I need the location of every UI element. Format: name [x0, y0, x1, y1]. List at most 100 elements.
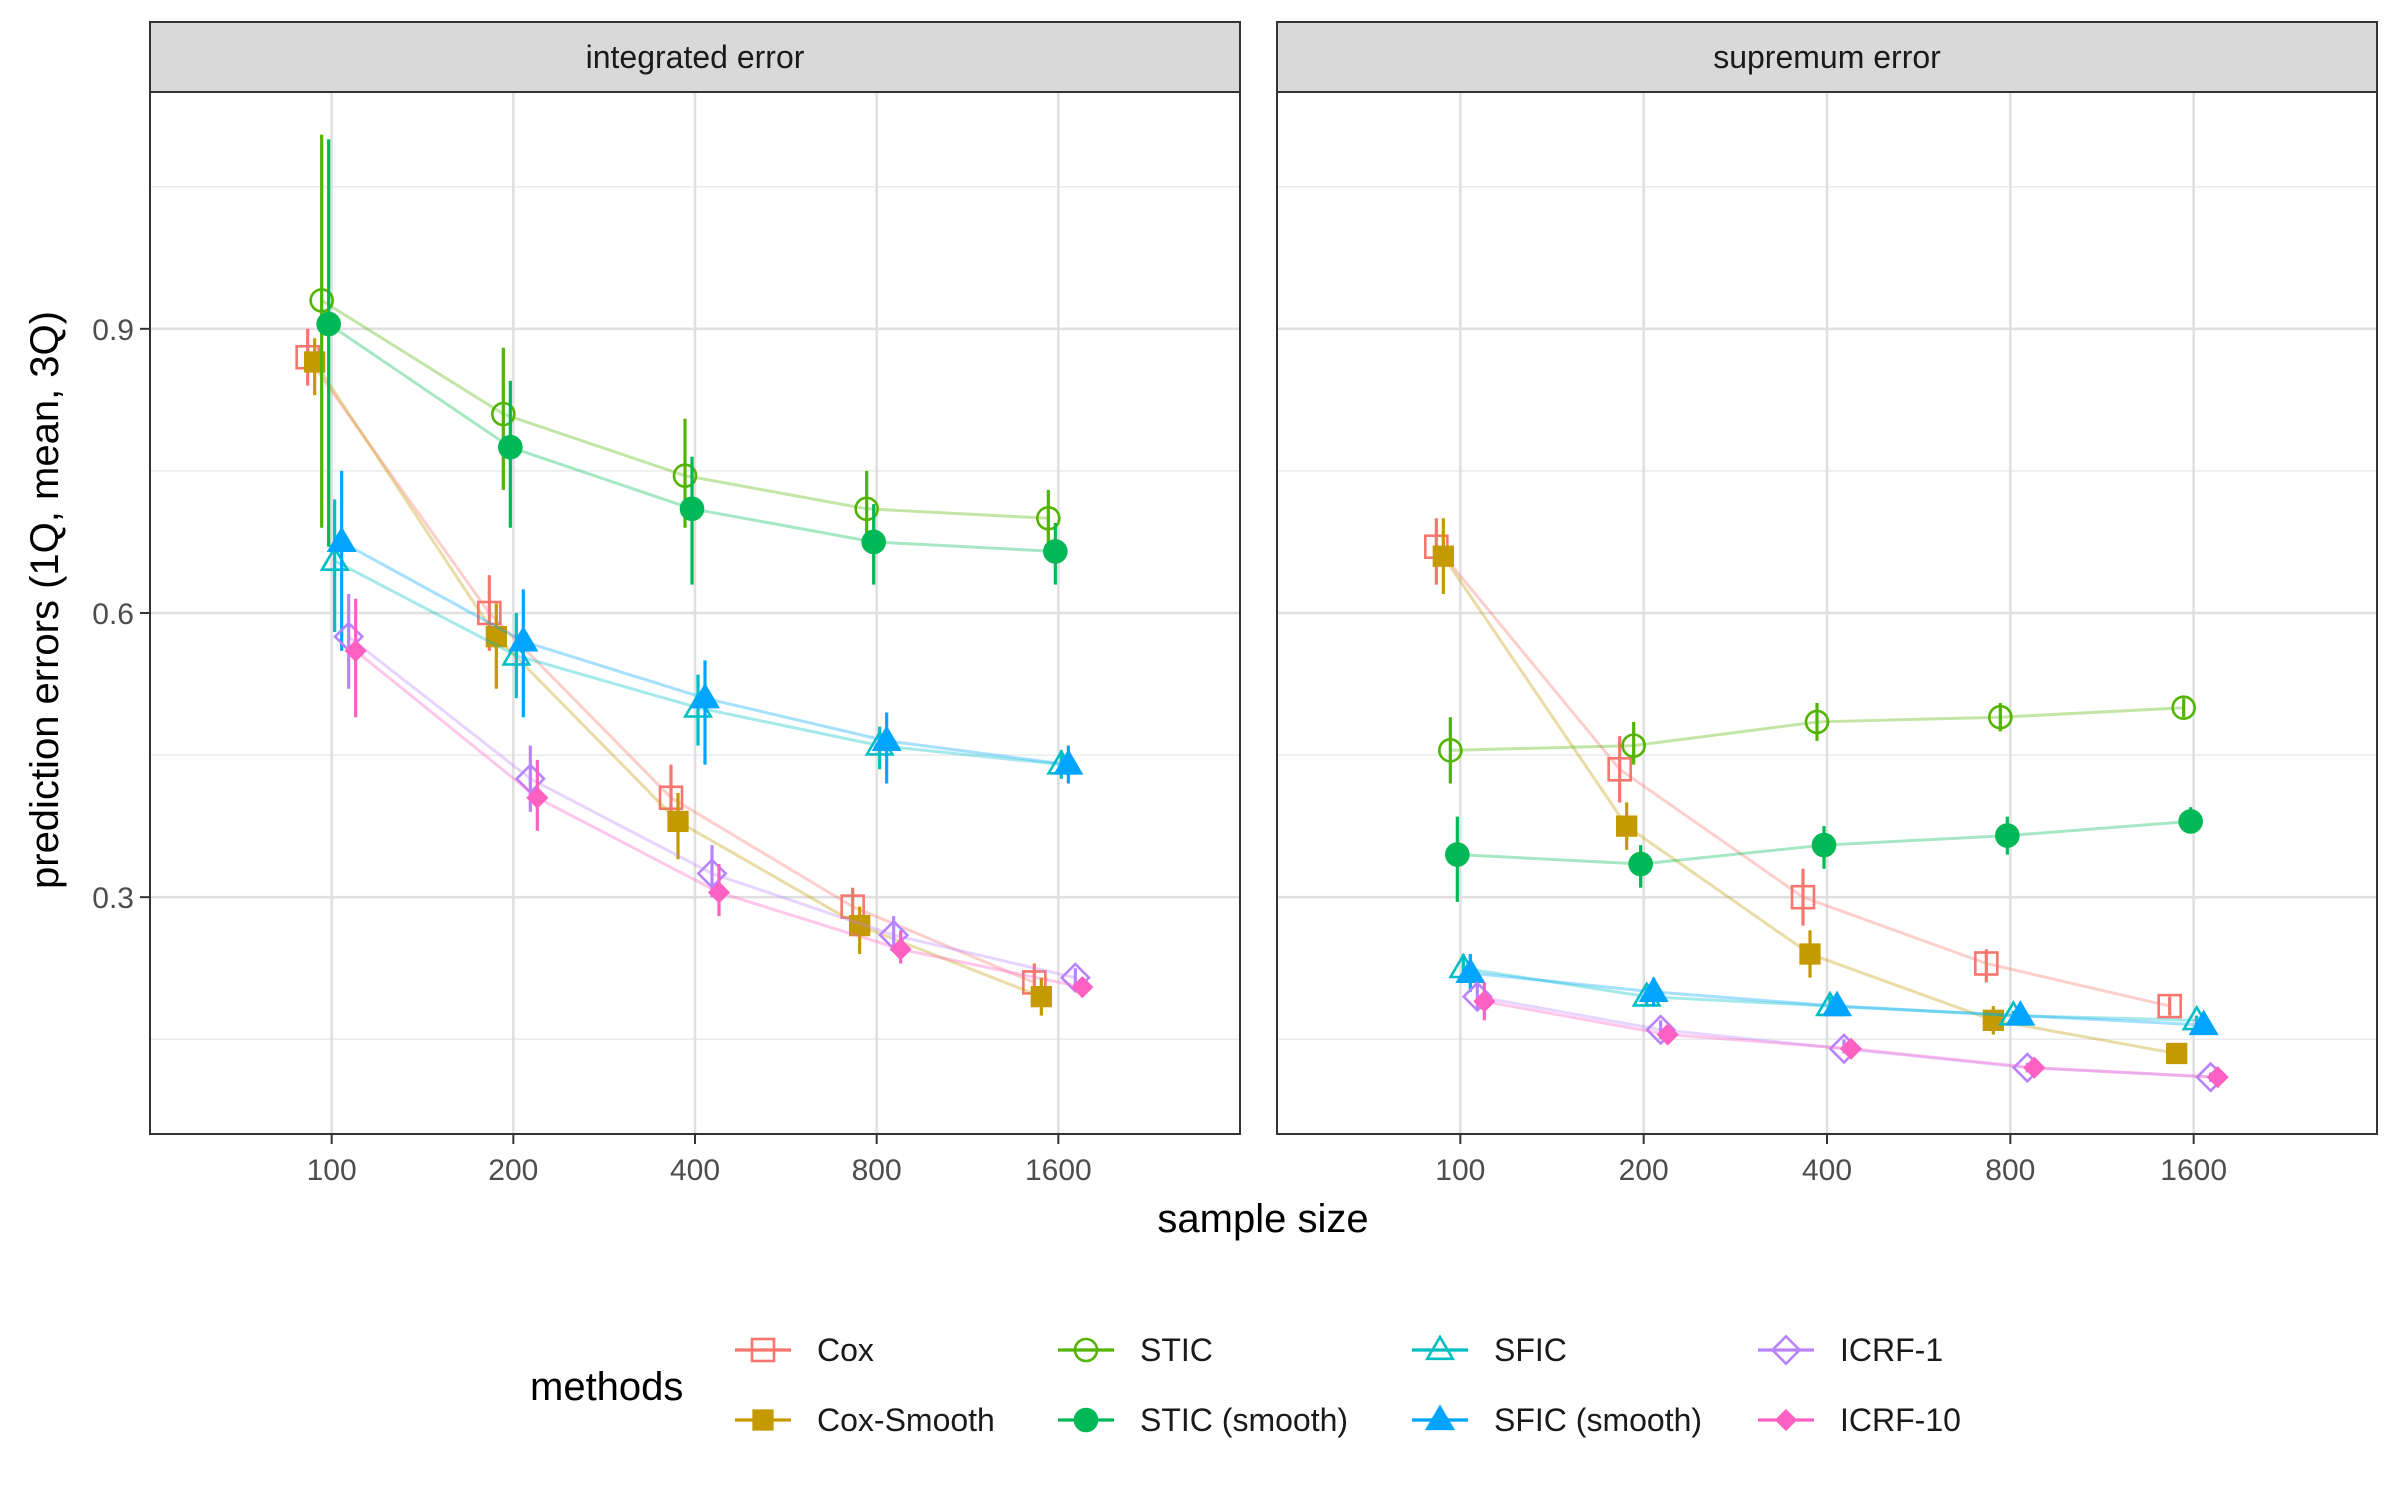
panel-strip — [1276, 21, 2378, 93]
legend-key-marker — [750, 1337, 776, 1363]
data-point — [1638, 976, 1669, 1002]
legend-item-stic: STIC — [1058, 1332, 1213, 1368]
legend-item-icrf-10: ICRF-10 — [1758, 1402, 1961, 1438]
y-tick-label: 0.6 — [92, 598, 134, 631]
data-point — [849, 914, 871, 937]
data-point — [1438, 738, 1463, 763]
data-point — [1473, 990, 1496, 1013]
data-point — [1461, 981, 1493, 1013]
data-point — [526, 786, 549, 809]
data-point — [1036, 505, 1061, 531]
legend-item-label: Cox-Smooth — [817, 1402, 995, 1438]
series-cox-smooth — [304, 338, 1052, 1016]
legend-key-marker — [752, 1409, 774, 1431]
x-tick-label: 400 — [670, 1154, 720, 1187]
data-point — [1628, 851, 1653, 877]
panel-2: supremum error 100 200 400 800 1600 — [1276, 21, 2378, 1187]
data-point — [1053, 749, 1084, 775]
data-point — [871, 725, 902, 751]
x-tick-label: 400 — [1802, 1154, 1852, 1187]
legend-title: methods — [530, 1365, 683, 1409]
legend-item-stic-smooth-: STIC (smooth) — [1058, 1402, 1348, 1438]
data-point — [679, 496, 705, 522]
legend-item-icrf-1: ICRF-1 — [1758, 1332, 1943, 1368]
data-point — [304, 351, 326, 373]
data-point — [2206, 1066, 2229, 1089]
data-point — [1455, 957, 1486, 984]
data-point — [1616, 815, 1638, 837]
data-point — [1839, 1037, 1863, 1060]
legend-item-label: STIC (smooth) — [1140, 1402, 1348, 1438]
y-axis-label: prediction errors (1Q, mean, 3Q) — [23, 311, 67, 889]
legend-key-marker — [1770, 1334, 1802, 1366]
data-point — [344, 639, 367, 662]
x-tick-label: 200 — [1619, 1154, 1669, 1187]
data-point — [1059, 962, 1091, 994]
panel-1: integrated error 100 200 400 800 1600 0.3 0.6 0.… — [92, 21, 1241, 1187]
data-point — [2166, 1042, 2188, 1065]
data-point — [696, 858, 728, 889]
data-point — [667, 810, 689, 833]
data-point — [485, 626, 507, 648]
data-point — [658, 785, 684, 811]
panel-title: integrated error — [586, 39, 805, 75]
legend-item-label: ICRF-10 — [1840, 1402, 1961, 1438]
data-point — [477, 600, 502, 626]
data-point — [689, 682, 721, 709]
data-point — [1811, 832, 1837, 858]
series-cox-smooth — [1432, 518, 2188, 1065]
data-point — [508, 625, 539, 652]
legend-key-marker — [1424, 1404, 1456, 1431]
data-point — [861, 529, 886, 555]
series-sfic-smooth- — [326, 470, 1084, 784]
data-point — [854, 496, 879, 522]
data-point — [2005, 1000, 2036, 1026]
data-point — [1799, 943, 1821, 965]
series-stic — [1438, 695, 2196, 784]
data-point — [316, 311, 341, 337]
data-point — [1043, 539, 1068, 564]
data-point — [1645, 1014, 1677, 1046]
data-point — [1432, 545, 1454, 567]
data-point — [1974, 951, 1999, 976]
series-stic-smooth- — [316, 139, 1068, 585]
data-point — [514, 763, 546, 795]
panel-title: supremum error — [1713, 39, 1941, 75]
legend-key-marker — [1424, 1334, 1456, 1361]
data-point — [707, 881, 731, 904]
legend-item-label: SFIC (smooth) — [1494, 1402, 1702, 1438]
data-point — [2023, 1056, 2046, 1079]
series-cox — [1424, 518, 2182, 1019]
data-point — [1607, 756, 1632, 782]
x-tick-label: 100 — [1435, 1154, 1485, 1187]
x-tick-label: 800 — [1985, 1154, 2035, 1187]
series-icrf-10 — [1473, 982, 2229, 1089]
legend-item-sfic: SFIC — [1412, 1332, 1567, 1368]
legend-item-label: Cox — [817, 1332, 874, 1368]
data-point — [1445, 842, 1470, 867]
data-point — [1804, 709, 1830, 735]
y-tick-label: 0.9 — [92, 314, 134, 347]
x-tick-label: 800 — [852, 1154, 902, 1187]
legend-key-marker — [1774, 1408, 1798, 1432]
legend-item-cox: Cox — [735, 1332, 874, 1368]
data-point — [2188, 1009, 2219, 1036]
data-point — [1621, 733, 1646, 758]
x-axis-label: sample size — [1157, 1197, 1368, 1241]
data-point — [1988, 704, 2013, 730]
x-tick-label: 100 — [307, 1154, 357, 1187]
x-tick-label: 200 — [488, 1154, 538, 1187]
x-tick-label: 1600 — [2160, 1154, 2227, 1187]
data-point — [1995, 823, 2020, 848]
x-tick-label: 1600 — [1025, 1154, 1092, 1187]
legend-key-marker — [1073, 1337, 1099, 1363]
series-sfic-smooth- — [1455, 954, 2219, 1036]
series-stic-smooth- — [1445, 807, 2203, 902]
data-point — [2157, 993, 2182, 1019]
data-point — [326, 526, 357, 553]
legend-item-sfic-smooth-: SFIC (smooth) — [1412, 1402, 1702, 1438]
data-point — [889, 938, 912, 961]
legend-key-marker — [1073, 1407, 1099, 1433]
data-point — [498, 434, 523, 460]
